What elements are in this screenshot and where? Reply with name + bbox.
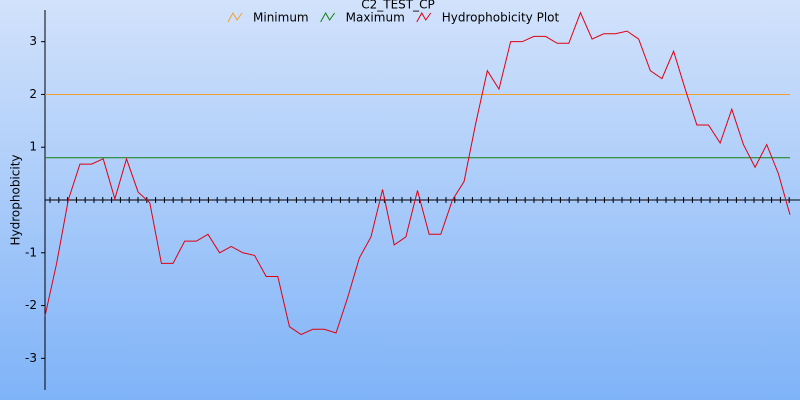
chart-title: C2_TEST_CP [361, 0, 435, 12]
y-tick-label: 1 [29, 140, 37, 154]
legend: Minimum Maximum Hydrophobicity Plot [227, 11, 560, 25]
y-tick-label: -3 [25, 351, 37, 365]
y-tick-label: -2 [25, 298, 37, 312]
legend-label: Maximum [346, 11, 405, 25]
y-tick-label: -1 [25, 245, 37, 259]
legend-icon [416, 11, 432, 23]
legend-icon [320, 11, 336, 23]
y-tick-label: 3 [29, 34, 37, 48]
legend-label: Minimum [253, 11, 309, 25]
y-tick-label: 2 [29, 87, 37, 101]
y-axis-label: Hydrophobicity [9, 154, 23, 245]
data-line [44, 11, 791, 336]
legend-icon [227, 11, 243, 23]
legend-label: Hydrophobicity Plot [442, 11, 560, 25]
